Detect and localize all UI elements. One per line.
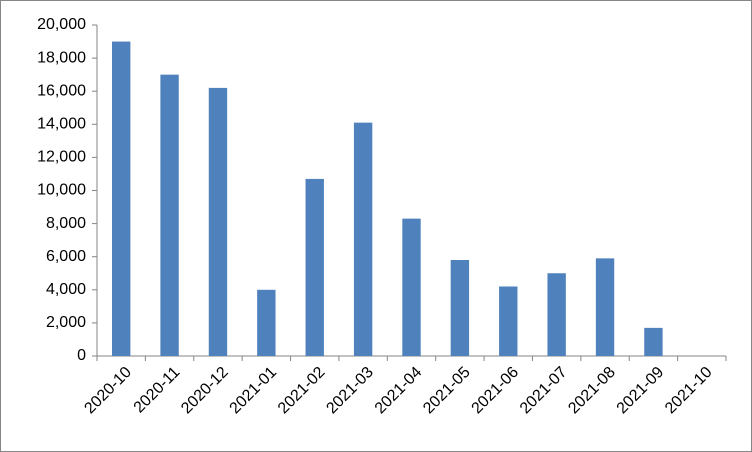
bar — [111, 41, 131, 357]
bar — [402, 218, 421, 356]
y-tick-label: 2,000 — [46, 314, 86, 331]
y-tick-label: 18,000 — [37, 49, 86, 66]
y-tick-label: 14,000 — [37, 116, 86, 133]
bar — [499, 286, 518, 356]
y-tick-label: 6,000 — [46, 248, 86, 265]
bar — [353, 122, 373, 357]
y-tick-label: 10,000 — [37, 182, 86, 199]
y-tick-label: 20,000 — [37, 16, 86, 33]
bar — [644, 327, 663, 356]
bar — [305, 178, 324, 356]
y-tick-label: 8,000 — [46, 215, 86, 232]
y-tick-label: 12,000 — [37, 149, 86, 166]
y-tick-label: 0 — [77, 347, 86, 364]
y-tick-label: 4,000 — [46, 281, 86, 298]
bar — [160, 74, 179, 357]
bar — [547, 273, 566, 356]
bar — [450, 260, 470, 356]
y-tick-label: 16,000 — [37, 82, 86, 99]
bar — [257, 289, 276, 356]
bar — [595, 258, 615, 356]
bar — [208, 87, 228, 356]
